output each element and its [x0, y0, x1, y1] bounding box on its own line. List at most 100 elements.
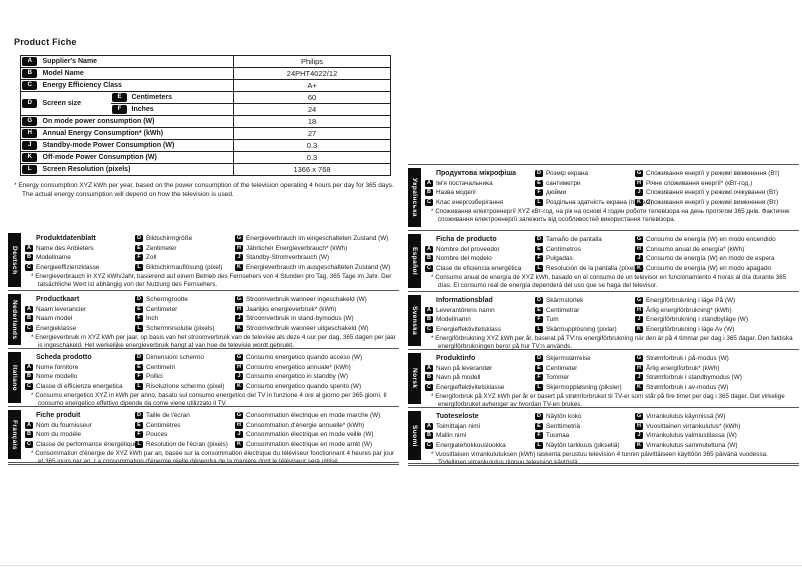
entry-key-badge: G — [635, 170, 643, 178]
spec-entry: C Energieeffizienzklasse — [25, 263, 135, 273]
entry-key-badge: B — [425, 189, 433, 197]
language-section: Français Fiche produit A Nom du fournisseur… — [8, 407, 399, 465]
row-value-cell: 24 — [233, 103, 391, 116]
section-column-2: D Näytön koko E Senttimetriä F Tuumaa L Näytön … — [535, 412, 635, 450]
entry-key-badge: D — [535, 297, 543, 305]
entry-label: Clase de eficiencia energética — [436, 265, 522, 273]
table-row: K Off-mode Power Consumption (W) 0.3 — [20, 151, 391, 164]
row-key-cell: G — [20, 115, 39, 128]
entry-label: Zoll — [146, 254, 157, 262]
spec-entry: H Årlig energiförbrukning* (kWh) — [635, 306, 799, 316]
spec-entry: C Classe de performance énergétique — [25, 440, 138, 450]
spec-entry: K Stroomverbruik wanneer uitgeschakeld (W… — [235, 324, 399, 334]
entry-key-badge: F — [135, 315, 143, 323]
table-row: A Supplier's Name Philips — [20, 55, 391, 68]
section-title: Produktdatenblatt — [36, 235, 96, 243]
language-section: Deutsch Produktdatenblatt A Name des Anbiet… — [8, 230, 399, 291]
section-body: Productkaart A Naam leverancier B Naam model… — [21, 294, 399, 348]
language-section: Svenska Informationsblad A Leverantörens na… — [408, 292, 799, 350]
spec-entry: H Consumo energetico annuale* (kWh) — [235, 363, 399, 373]
entry-key-badge: B — [425, 316, 433, 324]
entry-label: Leverantörens namn — [436, 306, 495, 314]
entry-label: Inch — [146, 315, 159, 323]
entry-label: Pouces — [146, 431, 168, 439]
spec-entry: K Virrankulutus sammutettuna (W) — [635, 441, 799, 451]
entry-label: Risoluzione schermo (pixel) — [146, 383, 225, 391]
spec-entry: J Stroomverbruik in stand-bymodus (W) — [235, 314, 399, 324]
spec-entry: G Energieverbrauch im eingeschalteten Zus… — [235, 234, 399, 244]
entry-label: Zentimeter — [146, 244, 177, 252]
spec-entry: C Energieklasse — [25, 324, 135, 334]
entry-key-badge: C — [425, 199, 433, 207]
entry-key-badge: B — [425, 432, 433, 440]
entry-key-badge: A — [25, 363, 33, 371]
section-title: Tuoteseloste — [436, 413, 479, 421]
row-key-cell: D — [20, 91, 39, 116]
section-title: Productkaart — [36, 296, 80, 304]
spec-entry: A Name des Anbieters — [25, 244, 135, 254]
entry-label: Schermgrootte — [146, 296, 188, 304]
entry-label: Consumo de energía (W) en modo apagado — [646, 265, 772, 273]
section-title-row: Produktdatenblatt — [25, 234, 135, 244]
spec-entry: K Strømforbruk i av-modus (W) — [635, 383, 799, 393]
entry-key-badge: G — [635, 297, 643, 305]
entry-key-badge: F — [535, 374, 543, 382]
section-title: Fiche produit — [36, 412, 81, 420]
section-entries: Productkaart A Naam leverancier B Naam model… — [25, 295, 399, 333]
spec-entry: L Résolution de l'écran (pixels) — [135, 440, 235, 450]
spec-entry: B Modellname — [25, 253, 135, 263]
section-title-row: Productkaart — [25, 295, 135, 305]
entry-key-badge: J — [235, 431, 243, 439]
entry-label: Modellnamn — [436, 316, 471, 324]
entry-key-badge: B — [25, 254, 33, 262]
table-row: J Standby-mode Power Consumption (W) 0.3 — [20, 139, 391, 152]
entry-key-badge: E — [535, 422, 543, 430]
table-row: D Screen size E Centimeters 60 — [20, 91, 391, 116]
entry-key-badge: D — [135, 235, 143, 243]
spec-entry: F Pouces — [135, 430, 235, 440]
entry-key-badge: E — [535, 306, 543, 314]
entry-key-badge: G — [635, 355, 643, 363]
entry-label: Strømforbruk i standbymodus (W) — [646, 374, 742, 382]
entry-key-badge: K — [235, 264, 243, 272]
row-value-cell: Philips — [233, 55, 391, 68]
row-key-cell: C — [20, 79, 39, 92]
section-column-3: G Consommation électrique en mode marche … — [235, 411, 399, 449]
spec-entry: J Consumo energetico in standby (W) — [235, 372, 399, 382]
section-column-2: D Skjermstørrelse E Centimeter F Tommer L Skjer… — [535, 354, 635, 392]
entry-label: Resolución de la pantalla (píxeles) — [546, 265, 644, 273]
table-row: C Energy Efficiency Class A+ — [20, 79, 391, 92]
spec-entry: L Resolución de la pantalla (píxeles) — [535, 264, 644, 274]
language-name: Suomi — [411, 424, 418, 447]
section-column-1: Fiche produit A Nom du fournisseur B Nom du … — [25, 411, 138, 450]
entry-key-badge: D — [135, 296, 143, 304]
spec-entry: G Virrankulutus käynnissä (W) — [635, 412, 799, 422]
entry-label: Jaarlijks energieverbruik* (kWh) — [246, 305, 337, 313]
spec-entry: H Річне споживання енергії* (кВт-год.) — [635, 179, 799, 189]
entry-key-badge: B — [25, 431, 33, 439]
section-column-1: Produktdatenblatt A Name des Anbieters B Mod… — [25, 234, 135, 272]
entry-key-badge: J — [235, 315, 243, 323]
entry-key-badge: G — [235, 354, 243, 362]
spec-entry: F Tuumaa — [535, 431, 635, 441]
spec-entry: D Näytön koko — [535, 412, 635, 422]
row-label-cell: Energy Efficiency Class — [38, 79, 234, 92]
spec-entry: E Centimetri — [135, 363, 235, 373]
entry-label: Vuosittainen virrankulutus* (kWh) — [646, 422, 741, 430]
entry-key-badge: J — [635, 374, 643, 382]
entry-key-badge: A — [25, 305, 33, 313]
entry-key-badge: E — [535, 245, 543, 253]
entry-label: Navn på leverandør — [436, 364, 493, 372]
spec-entry: A Nom du fournisseur — [25, 421, 135, 431]
language-name: Nederlands — [11, 299, 18, 340]
section-footnote: * Energiforbruk på XYZ kWh per år er bas… — [431, 393, 785, 408]
spec-entry: K Споживання енергії у режимі вимкнення (… — [635, 198, 799, 208]
section-body: Scheda prodotto A Nome fornitore B Nome mode… — [21, 352, 399, 406]
spec-entry: K Consumo energetico quando spento (W) — [235, 382, 399, 392]
language-name: Deutsch — [11, 245, 18, 275]
entry-label: Senttimetriä — [546, 422, 581, 430]
spec-entry: L Schermresolutie (pixels) — [135, 324, 235, 334]
entry-key-badge: B — [425, 255, 433, 263]
entry-label: Consumo de energía (W) en modo encendido — [646, 236, 776, 244]
